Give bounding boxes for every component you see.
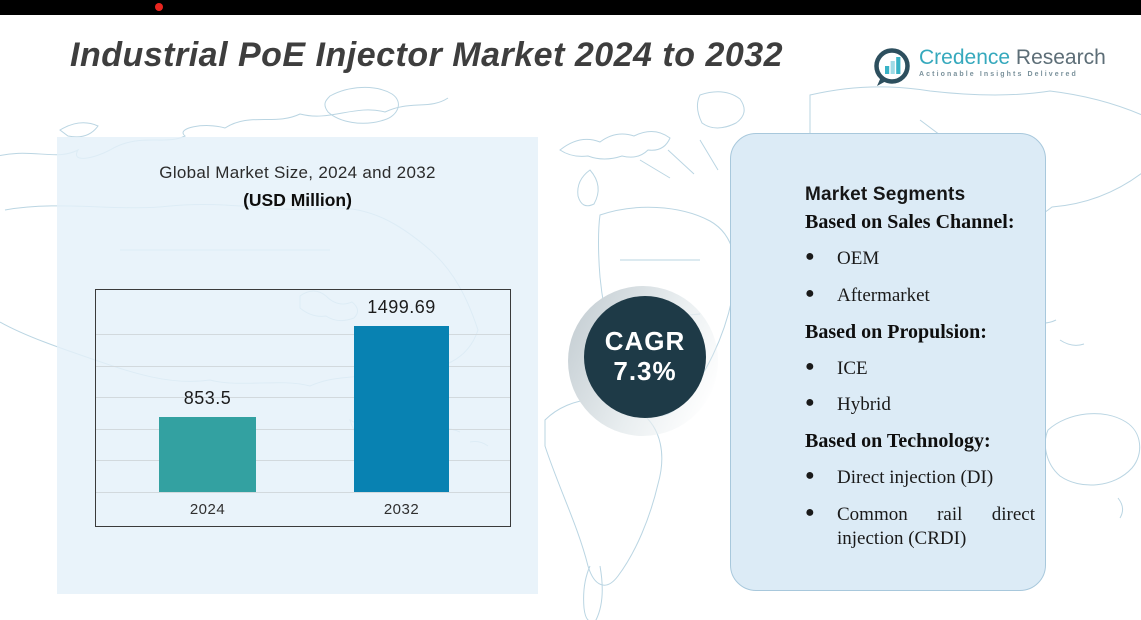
- segments-heading: Market Segments: [805, 184, 966, 205]
- gridline: [96, 460, 510, 461]
- bar-2024: 853.5 2024: [159, 388, 256, 518]
- bullet-icon: ●: [805, 284, 815, 302]
- bar-2024-tick: 2024: [189, 501, 226, 518]
- bullet-icon: ●: [805, 248, 815, 265]
- cagr-label: CAGR: [604, 326, 686, 357]
- segment-group-title-sales-channel: Based on Sales Channel:: [805, 211, 1015, 233]
- segment-group-title-technology: Based on Technology:: [805, 430, 991, 452]
- bullet-icon: ●: [805, 394, 815, 412]
- bar-2032-tick: 2032: [383, 501, 420, 518]
- segment-group-title-propulsion: Based on Propulsion:: [805, 320, 987, 343]
- bar-2024-value: 853.5: [183, 388, 232, 408]
- logo-text: Credence Research Actionable Insights De…: [919, 46, 1106, 79]
- chart-title: Global Market Size, 2024 and 2032: [159, 163, 436, 182]
- cagr-badge: CAGR 7.3%: [584, 296, 706, 418]
- segment-item-oem: ● OEM: [805, 248, 880, 269]
- segment-item-di: ● Direct injection (DI): [805, 467, 994, 488]
- bar-2032-value: 1499.69: [367, 297, 436, 317]
- segment-item-aftermarket: ● Aftermarket: [805, 284, 930, 306]
- bar-2032: 1499.69 2032: [354, 297, 449, 518]
- chart-subtitle: (USD Million): [243, 190, 352, 210]
- bullet-icon: ●: [805, 357, 815, 375]
- bar-chart-bubble-icon: [874, 48, 910, 86]
- chart-title-block: Global Market Size, 2024 and 2032 (USD M…: [57, 137, 538, 211]
- bar-2024-rect: [159, 417, 256, 492]
- segment-item-crdi: ● Common rail direct injection (CRDI): [805, 503, 1035, 549]
- record-dot: [155, 3, 163, 11]
- gridline: [96, 492, 510, 493]
- gridline: [96, 429, 510, 430]
- brand-tagline: Actionable Insights Delivered: [919, 71, 1078, 78]
- top-border-bar: [0, 0, 1141, 15]
- market-segments-panel: Market Segments Based on Sales Channel: …: [730, 133, 1046, 591]
- credence-research-logo: Credence Research Actionable Insights De…: [872, 47, 1106, 87]
- segment-item-hybrid: ● Hybrid: [805, 394, 891, 416]
- cagr-value: 7.3%: [613, 356, 677, 386]
- bar-chart: 853.5 2024 1499.69 2032: [95, 289, 511, 527]
- bullet-icon: ●: [805, 503, 815, 521]
- page-title: Industrial PoE Injector Market 2024 to 2…: [70, 36, 784, 74]
- market-size-panel: Global Market Size, 2024 and 2032 (USD M…: [57, 137, 538, 594]
- brand-name-secondary: Research: [1015, 46, 1106, 69]
- brand-name-primary: Credence: [919, 46, 1011, 69]
- bar-2032-rect: [354, 326, 449, 492]
- segment-item-ice: ● ICE: [805, 357, 868, 379]
- gridline: [96, 397, 510, 398]
- bullet-icon: ●: [805, 467, 815, 484]
